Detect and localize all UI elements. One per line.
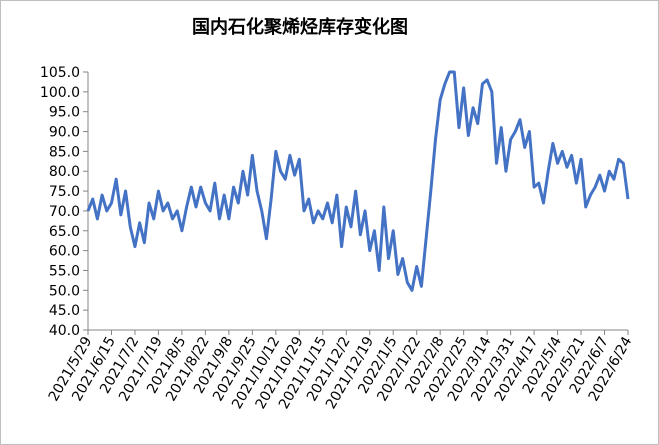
data-line bbox=[86, 70, 630, 292]
y-tick-label: 45.0 bbox=[49, 303, 80, 319]
y-tick-label: 75.0 bbox=[49, 184, 80, 200]
y-tick-label: 60.0 bbox=[49, 244, 80, 260]
y-tick-label: 95.0 bbox=[49, 105, 80, 121]
y-tick-label: 105.0 bbox=[40, 65, 80, 81]
y-tick-label: 70.0 bbox=[49, 204, 80, 220]
y-tick-label: 40.0 bbox=[49, 323, 80, 339]
y-tick-label: 65.0 bbox=[49, 224, 80, 240]
y-tick-label: 50.0 bbox=[49, 283, 80, 299]
y-tick-label: 85.0 bbox=[49, 144, 80, 160]
y-tick-label: 100.0 bbox=[40, 85, 80, 101]
chart-title: 国内石化聚烯烃库存变化图 bbox=[192, 16, 408, 38]
y-tick-label: 80.0 bbox=[49, 164, 80, 180]
y-tick-label: 55.0 bbox=[49, 263, 80, 279]
y-tick-label: 90.0 bbox=[49, 125, 80, 141]
